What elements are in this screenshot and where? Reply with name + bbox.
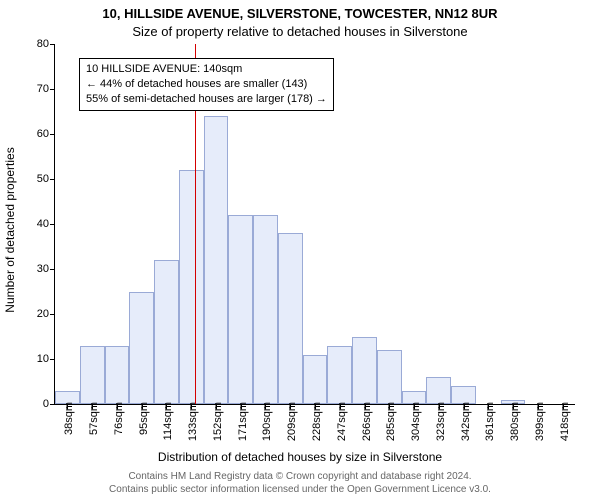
y-tick-label: 10 — [21, 353, 49, 365]
chart-root: 10, HILLSIDE AVENUE, SILVERSTONE, TOWCES… — [0, 0, 600, 500]
bar — [154, 260, 179, 404]
y-tick — [50, 314, 55, 315]
y-tick-label: 0 — [21, 398, 49, 410]
y-axis-label: Number of detached properties — [3, 147, 17, 312]
bar — [303, 355, 328, 405]
footnote-line-2: Contains public sector information licen… — [0, 484, 600, 497]
bar — [129, 292, 154, 405]
y-tick-label: 20 — [21, 308, 49, 320]
bar — [426, 377, 451, 404]
bar — [204, 116, 229, 404]
y-tick — [50, 269, 55, 270]
footnote-line-1: Contains HM Land Registry data © Crown c… — [0, 471, 600, 484]
chart-subtitle: Size of property relative to detached ho… — [0, 24, 600, 39]
y-tick — [50, 179, 55, 180]
y-tick-label: 60 — [21, 128, 49, 140]
bar — [228, 215, 253, 404]
annotation-line-3: 55% of semi-detached houses are larger (… — [86, 92, 327, 107]
y-tick — [50, 359, 55, 360]
annotation-box: 10 HILLSIDE AVENUE: 140sqm ← 44% of deta… — [79, 58, 334, 111]
y-tick-label: 30 — [21, 263, 49, 275]
annotation-line-2: ← 44% of detached houses are smaller (14… — [86, 77, 327, 92]
annotation-line-1: 10 HILLSIDE AVENUE: 140sqm — [86, 62, 327, 77]
y-tick — [50, 404, 55, 405]
y-tick — [50, 224, 55, 225]
x-axis-label: Distribution of detached houses by size … — [0, 450, 600, 464]
bar — [253, 215, 278, 404]
y-tick-label: 40 — [21, 218, 49, 230]
y-tick — [50, 89, 55, 90]
bar — [105, 346, 130, 405]
y-tick — [50, 44, 55, 45]
bar — [377, 350, 402, 404]
y-tick — [50, 134, 55, 135]
y-tick-label: 70 — [21, 83, 49, 95]
y-tick-label: 50 — [21, 173, 49, 185]
bar — [179, 170, 204, 404]
footnote: Contains HM Land Registry data © Crown c… — [0, 471, 600, 496]
plot-area: 0102030405060708038sqm57sqm76sqm95sqm114… — [54, 44, 575, 405]
bar — [278, 233, 303, 404]
bar — [327, 346, 352, 405]
y-tick-label: 80 — [21, 38, 49, 50]
bar — [352, 337, 377, 405]
chart-title: 10, HILLSIDE AVENUE, SILVERSTONE, TOWCES… — [0, 6, 600, 21]
bar — [80, 346, 105, 405]
